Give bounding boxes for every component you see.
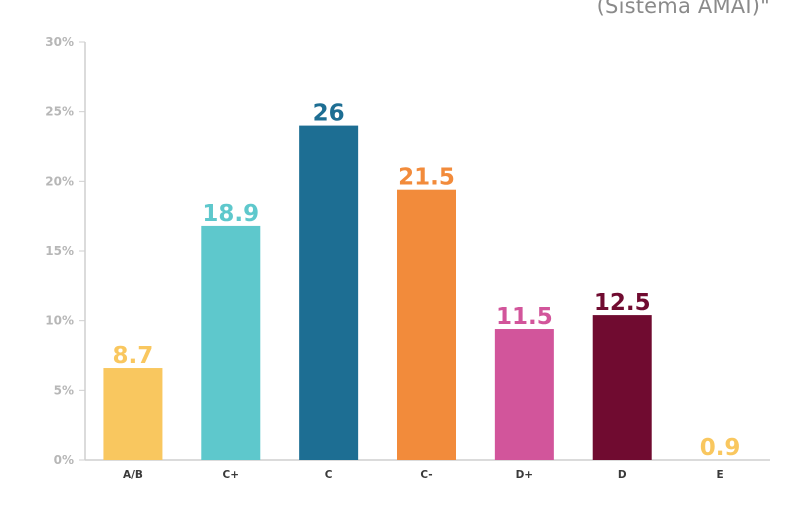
y-tick-label: 20%: [45, 174, 74, 188]
y-tick-labels: 0% 5% 10% 15% 20% 25% 30%: [45, 35, 85, 467]
category-label: C: [325, 469, 333, 481]
y-tick-label: 25%: [45, 105, 74, 119]
y-tick-label: 0%: [54, 453, 74, 467]
data-label: 26: [313, 101, 345, 127]
bars: [103, 125, 652, 460]
bar: [592, 315, 652, 460]
category-label: D+: [516, 469, 534, 481]
category-labels: A/B C+ C C- D+ D E: [123, 469, 724, 481]
y-tick-label: 30%: [45, 35, 74, 49]
data-label: 18.9: [202, 201, 259, 227]
data-label: 8.7: [113, 343, 154, 369]
bar: [299, 125, 359, 460]
bar: [397, 189, 456, 460]
bar: [494, 329, 554, 460]
y-tick-label: 10%: [45, 314, 74, 328]
data-label: 11.5: [496, 304, 553, 330]
data-labels: 8.7 18.9 26 21.5 11.5 12.5 0.9: [113, 101, 741, 461]
bar: [103, 368, 163, 460]
y-tick-label: 5%: [54, 383, 74, 397]
data-label: 12.5: [594, 290, 651, 316]
y-tick-label: 15%: [45, 244, 74, 258]
data-label: 0.9: [700, 435, 741, 461]
category-label: A/B: [123, 469, 143, 481]
chart-title: (Sistema AMAI)": [596, 0, 770, 18]
category-label: C+: [223, 469, 240, 481]
category-label: E: [716, 469, 723, 481]
category-label: D: [618, 469, 627, 481]
bar: [201, 225, 261, 460]
category-label: C-: [420, 469, 432, 481]
data-label: 21.5: [398, 165, 455, 191]
